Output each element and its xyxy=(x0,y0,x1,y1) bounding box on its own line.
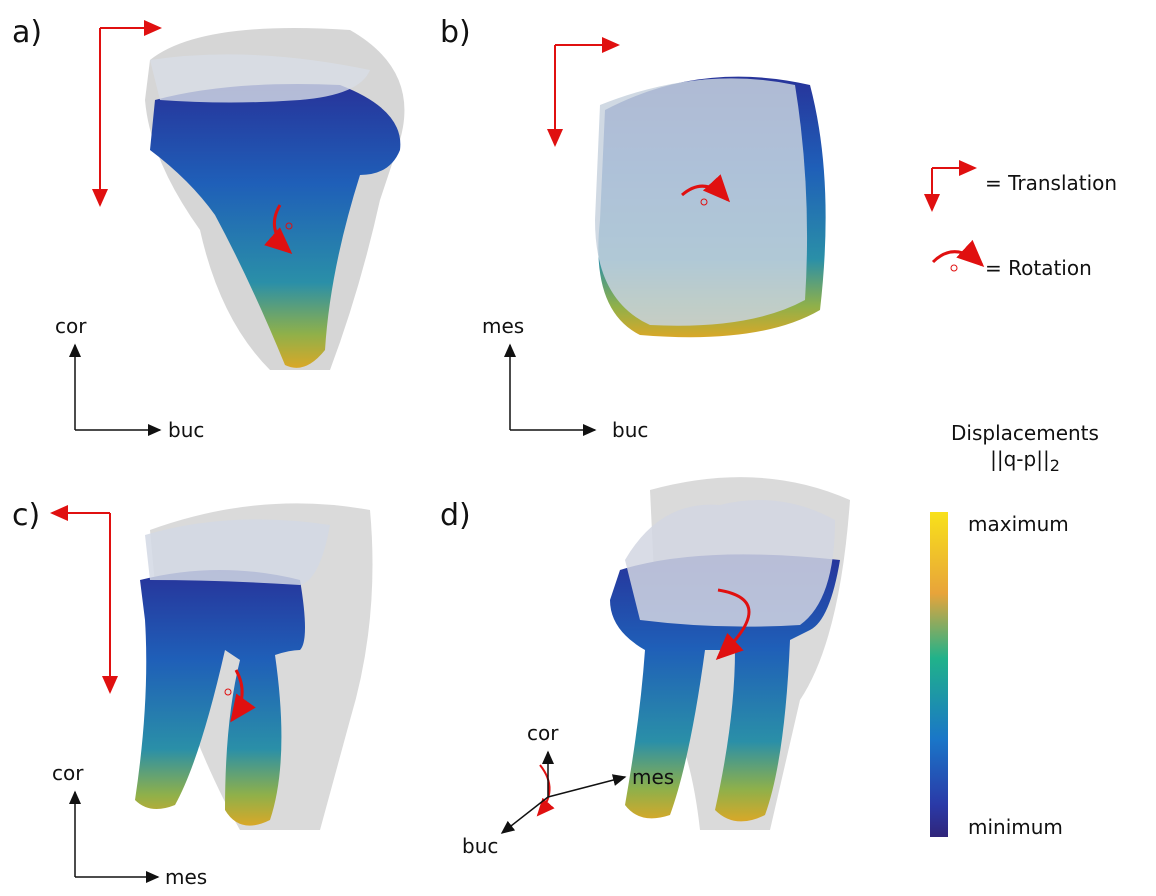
figure: a) cor buc b) mes buc c) cor mes d) cor … xyxy=(0,0,1156,892)
axis-arrow xyxy=(548,777,625,797)
axis-label: buc xyxy=(168,418,204,442)
panel-label: b) xyxy=(440,15,471,50)
axis-label: buc xyxy=(612,418,648,442)
axis-label: mes xyxy=(632,765,674,789)
panel-label: c) xyxy=(12,498,40,533)
formula: ||q-p|| xyxy=(990,447,1050,471)
colorbar-min: minimum xyxy=(968,815,1063,839)
axis-arrow xyxy=(502,797,548,833)
axis-label: cor xyxy=(55,314,87,338)
colorbar-gradient xyxy=(930,512,948,837)
panel-c: c) cor mes xyxy=(12,498,373,889)
legend-label: = Translation xyxy=(985,171,1117,195)
panel-label: a) xyxy=(12,15,42,50)
legend: = Translation = Rotation xyxy=(932,168,1117,280)
colorbar: Displacements ||q-p||2 maximum minimum xyxy=(930,421,1099,839)
colorbar-max: maximum xyxy=(968,512,1069,536)
axis-label: cor xyxy=(527,721,559,745)
panel-d: d) cor mes buc xyxy=(440,477,850,858)
colorbar-formula: ||q-p||2 xyxy=(990,447,1060,475)
rotation-symbol xyxy=(933,252,982,265)
crown-surface xyxy=(145,519,330,585)
panel-b: b) mes buc xyxy=(440,15,826,442)
axis-label: cor xyxy=(52,761,84,785)
rotation-center xyxy=(951,265,957,271)
subscript: 2 xyxy=(1050,456,1060,475)
axis-label: buc xyxy=(462,834,498,858)
panel-a: a) cor buc xyxy=(12,15,404,442)
axis-label: mes xyxy=(482,314,524,338)
panel-label: d) xyxy=(440,498,471,533)
colorbar-title: Displacements xyxy=(951,421,1099,445)
axis-label: mes xyxy=(165,865,207,889)
legend-label: = Rotation xyxy=(985,256,1092,280)
